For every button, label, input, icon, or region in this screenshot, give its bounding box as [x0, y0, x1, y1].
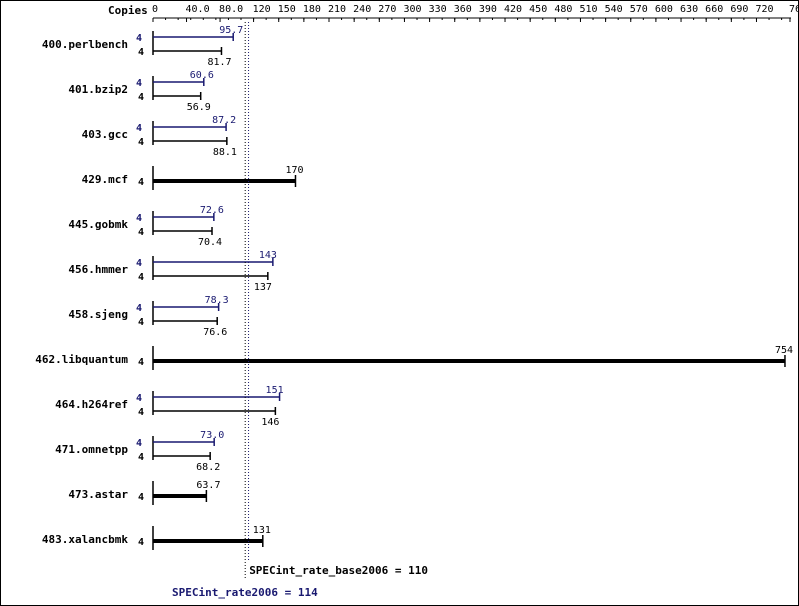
data-label-peak: 95.7	[219, 25, 243, 36]
x-tick-label: 720	[755, 4, 773, 15]
copies-label: 4	[138, 357, 144, 368]
x-tick-label: 240	[353, 4, 371, 15]
data-label-base: 68.2	[196, 462, 220, 473]
x-tick-label: 600	[655, 4, 673, 15]
benchmark-label: 403.gcc	[82, 128, 128, 141]
data-label-peak: 73.0	[200, 430, 224, 441]
copies-label-base: 4	[138, 137, 144, 148]
benchmark-label: 462.libquantum	[35, 353, 128, 366]
base-summary-label: SPECint_rate_base2006 = 110	[249, 564, 428, 577]
benchmark-label: 483.xalancbmk	[42, 533, 128, 546]
x-tick-label: 80.0	[219, 4, 243, 15]
copies-label: 4	[138, 177, 144, 188]
data-label-base: 146	[261, 417, 279, 428]
data-label-peak: 143	[259, 250, 277, 261]
benchmark-group: 429.mcf 4 170	[82, 165, 304, 190]
x-tick-label: 630	[680, 4, 698, 15]
copies-label-peak: 4	[136, 33, 142, 44]
copies-label-base: 4	[138, 452, 144, 463]
benchmark-label: 401.bzip2	[68, 83, 128, 96]
data-label: 63.7	[196, 480, 220, 491]
x-axis-ticks: 0 40.0 80.0 120 150 180 210 240 270 300 330 360 390 4…	[152, 4, 799, 22]
x-tick-label: 570	[630, 4, 648, 15]
benchmark-label: 464.h264ref	[55, 398, 128, 411]
benchmark-label: 471.omnetpp	[55, 443, 128, 456]
copies-header: Copies	[108, 4, 148, 17]
x-tick-label: 150	[278, 4, 296, 15]
benchmark-group: 401.bzip2 4 60.6 4 56.9	[68, 70, 213, 113]
benchmark-label: 473.astar	[68, 488, 128, 501]
x-tick-label: 690	[730, 4, 748, 15]
copies-label-peak: 4	[136, 303, 142, 314]
benchmark-group: 464.h264ref 4 151 4 146	[55, 385, 283, 428]
data-label-base: 70.4	[198, 237, 222, 248]
x-tick-label: 660	[705, 4, 723, 15]
benchmark-label: 456.hmmer	[68, 263, 128, 276]
x-tick-label: 210	[328, 4, 346, 15]
copies-label-peak: 4	[136, 393, 142, 404]
copies-label-base: 4	[138, 47, 144, 58]
copies-label-base: 4	[138, 92, 144, 103]
copies-label-peak: 4	[136, 123, 142, 134]
copies-label-base: 4	[138, 272, 144, 283]
reference-lines: SPECint_rate_base2006 = 110 SPECint_rate2…	[172, 22, 428, 599]
benchmark-group: 445.gobmk 4 72.6 4 70.4	[68, 205, 224, 248]
x-tick-label: 300	[403, 4, 421, 15]
benchmark-label: 445.gobmk	[68, 218, 128, 231]
data-label: 754	[775, 345, 793, 356]
copies-label-base: 4	[138, 227, 144, 238]
benchmark-group: 456.hmmer 4 143 4 137	[68, 250, 277, 293]
x-tick-label: 180	[303, 4, 321, 15]
data-label: 131	[253, 525, 271, 536]
copies-label-peak: 4	[136, 438, 142, 449]
x-tick-label: 510	[579, 4, 597, 15]
x-tick-label: 390	[479, 4, 497, 15]
copies-label-base: 4	[138, 317, 144, 328]
benchmark-group: 462.libquantum 4 754	[35, 345, 793, 370]
x-tick-label: 420	[504, 4, 522, 15]
copies-label-peak: 4	[136, 258, 142, 269]
x-tick-label: 330	[429, 4, 447, 15]
data-label-base: 81.7	[207, 57, 231, 68]
benchmark-group: 400.perlbench 4 95.7 4 81.7	[42, 25, 243, 68]
data-label-peak: 78.3	[205, 295, 229, 306]
x-tick-label: 760	[789, 4, 799, 15]
x-tick-label: 270	[378, 4, 396, 15]
data-label-base: 88.1	[213, 147, 237, 158]
x-tick-label: 360	[454, 4, 472, 15]
benchmark-label: 429.mcf	[82, 173, 128, 186]
copies-label: 4	[138, 492, 144, 503]
data-label-peak: 72.6	[200, 205, 224, 216]
benchmark-group: 483.xalancbmk 4 131	[42, 525, 271, 550]
data-label-peak: 87.2	[212, 115, 236, 126]
benchmark-label: 458.sjeng	[68, 308, 128, 321]
x-tick-label: 540	[605, 4, 623, 15]
copies-label-peak: 4	[136, 213, 142, 224]
x-tick-label: 120	[253, 4, 271, 15]
benchmark-group: 471.omnetpp 4 73.0 4 68.2	[55, 430, 224, 473]
x-tick-label: 0	[152, 4, 158, 15]
benchmark-label: 400.perlbench	[42, 38, 128, 51]
x-tick-label: 40.0	[186, 4, 210, 15]
peak-summary-label: SPECint_rate2006 = 114	[172, 586, 318, 599]
copies-label: 4	[138, 537, 144, 548]
x-tick-label: 480	[554, 4, 572, 15]
benchmark-group: 473.astar 4 63.7	[68, 480, 220, 505]
copies-label-base: 4	[138, 407, 144, 418]
data-label-peak: 151	[266, 385, 284, 396]
data-label: 170	[285, 165, 303, 176]
copies-label-peak: 4	[136, 78, 142, 89]
benchmark-group: 403.gcc 4 87.2 4 88.1	[82, 115, 237, 158]
benchmark-group: 458.sjeng 4 78.3 4 76.6	[68, 295, 228, 338]
data-label-peak: 60.6	[190, 70, 214, 81]
data-label-base: 56.9	[187, 102, 211, 113]
data-label-base: 76.6	[203, 327, 227, 338]
x-tick-label: 450	[529, 4, 547, 15]
data-label-base: 137	[254, 282, 272, 293]
